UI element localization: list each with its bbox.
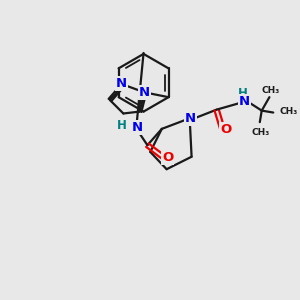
Text: CH₃: CH₃ bbox=[279, 107, 297, 116]
Text: CH₃: CH₃ bbox=[261, 86, 280, 95]
Text: N: N bbox=[116, 77, 127, 90]
Text: N: N bbox=[131, 122, 142, 134]
Text: H: H bbox=[238, 87, 248, 100]
Text: N: N bbox=[139, 86, 150, 99]
Text: N: N bbox=[239, 95, 250, 109]
Text: O: O bbox=[162, 151, 173, 164]
Text: H: H bbox=[117, 119, 127, 133]
Text: O: O bbox=[220, 123, 232, 136]
Text: N: N bbox=[185, 112, 196, 125]
Text: CH₃: CH₃ bbox=[252, 128, 270, 137]
